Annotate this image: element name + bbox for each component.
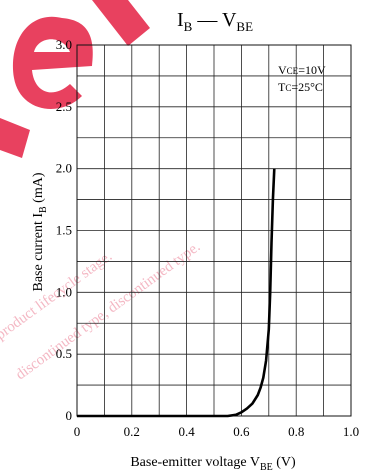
x-tick-label: 0.8 <box>288 424 304 439</box>
title-second: V <box>222 9 237 31</box>
condition-tc: TC=25°C <box>278 80 323 94</box>
logo-letter-e <box>13 16 93 109</box>
condition-vce-value: =10V <box>298 63 326 77</box>
y-axis-label-main: Base current I <box>31 213 46 292</box>
ib-vbe-curve <box>77 168 276 418</box>
y-tick-labels: 0 0.5 1.0 1.5 2.0 2.5 3.0 <box>56 37 72 423</box>
y-tick-label: 3.0 <box>56 37 72 52</box>
x-tick-label: 0.2 <box>124 424 140 439</box>
grid-lines <box>77 45 351 416</box>
y-tick-label: 0.5 <box>56 346 72 361</box>
y-tick-label: 2.0 <box>56 161 72 176</box>
condition-vce: VCE=10V <box>278 63 326 77</box>
x-tick-label: 0.4 <box>178 424 195 439</box>
condition-vce-main: V <box>278 63 287 77</box>
logo-fragment-top <box>92 0 150 46</box>
x-tick-labels: 0 0.2 0.4 0.6 0.8 1.0 <box>74 424 359 439</box>
condition-tc-value: =25°C <box>291 80 323 94</box>
x-tick-label: 0.6 <box>233 424 250 439</box>
condition-vce-subscript: CE <box>287 66 299 76</box>
condition-tc-main: T <box>278 80 286 94</box>
chart-title: IB — VBE <box>177 9 253 34</box>
y-tick-label: 1.0 <box>56 284 72 299</box>
title-dash: — <box>192 9 222 31</box>
y-tick-label: 0 <box>66 408 73 423</box>
title-second-subscript: BE <box>236 19 253 34</box>
x-axis-label: Base-emitter voltage VBE (V) <box>130 455 296 473</box>
title-main: I <box>177 9 184 31</box>
title-main-subscript: B <box>184 19 193 34</box>
x-axis-label-subscript: BE <box>260 462 273 473</box>
x-axis-label-unit: (V) <box>273 455 296 470</box>
logo-fragment-bottom <box>0 118 30 158</box>
y-axis-label-subscript: B <box>38 206 49 213</box>
y-axis-label-unit: (mA) <box>31 172 46 206</box>
y-tick-label: 2.5 <box>56 99 72 114</box>
x-tick-label: 1.0 <box>343 424 359 439</box>
brand-logo <box>0 0 150 158</box>
y-axis-label: Base current IB (mA) <box>31 172 49 291</box>
x-axis-label-main: Base-emitter voltage V <box>130 455 260 470</box>
x-tick-label: 0 <box>74 424 81 439</box>
y-tick-label: 1.5 <box>56 223 72 238</box>
condition-tc-subscript: C <box>285 83 291 93</box>
